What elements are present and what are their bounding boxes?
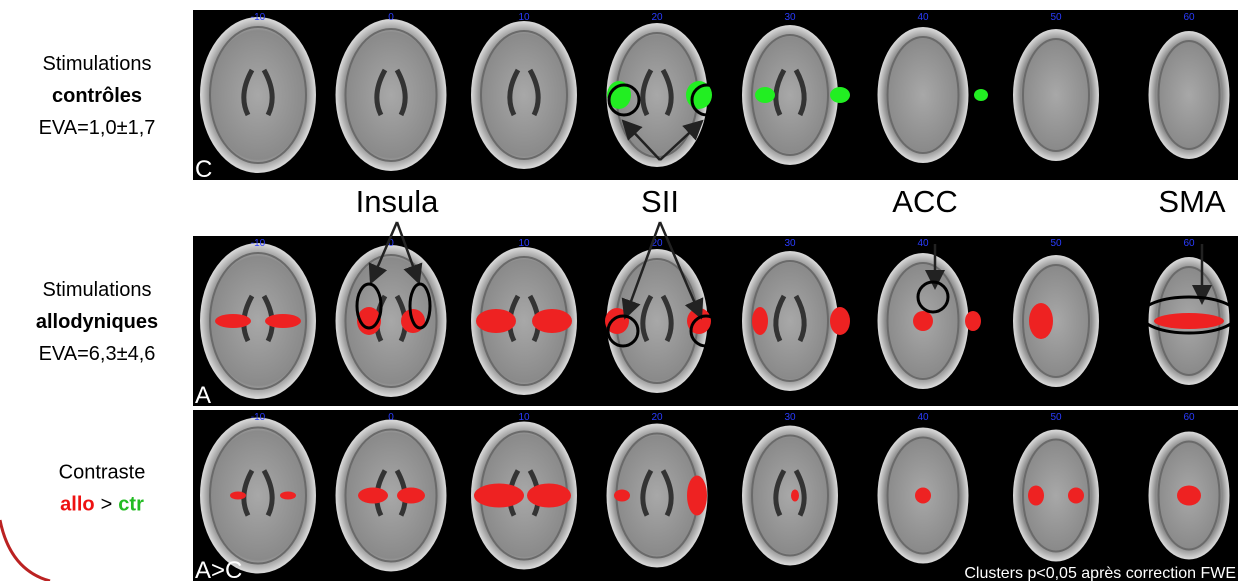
slice-label: -10 <box>251 12 266 23</box>
activation <box>1068 488 1084 504</box>
brain-slice <box>742 426 838 566</box>
slice-label: 0 <box>388 412 394 423</box>
brain-slice <box>336 420 447 572</box>
activation <box>1177 486 1201 506</box>
region-label: Insula <box>356 184 439 219</box>
activation <box>280 492 296 500</box>
row-label: Stimulations <box>43 279 152 301</box>
page: -10 0 10 20 30 40 50 60 C Stimulations contrôles EV… <box>0 0 1238 581</box>
slice-label: 50 <box>1050 12 1062 23</box>
activation <box>974 89 988 101</box>
slice-label: 20 <box>651 412 663 423</box>
activation <box>215 314 251 328</box>
activation <box>830 307 850 335</box>
brain-slice <box>336 19 447 171</box>
activation <box>913 311 933 331</box>
brain-slice <box>1013 430 1099 562</box>
brain-slice <box>200 418 316 574</box>
slice-label: 10 <box>518 12 530 23</box>
activation <box>915 488 931 504</box>
activation <box>474 484 524 508</box>
slice-label: 30 <box>784 412 796 423</box>
activation <box>527 484 571 508</box>
brain-slice <box>878 27 969 163</box>
region-label: SMA <box>1158 184 1226 219</box>
row-label: Contraste <box>59 462 146 484</box>
activation <box>397 488 425 504</box>
brain-slice <box>1013 29 1099 161</box>
activation <box>1028 486 1044 506</box>
panel-letter: C <box>195 156 212 183</box>
activation <box>791 490 799 502</box>
slice-label: -10 <box>251 412 266 423</box>
slice-label: 60 <box>1183 12 1195 23</box>
slice-label: 60 <box>1183 412 1195 423</box>
activation <box>687 476 707 516</box>
slice-label: 10 <box>518 238 530 249</box>
brain-slice <box>1149 31 1230 159</box>
brain-slice <box>336 245 447 397</box>
region-label: ACC <box>892 184 957 219</box>
footnote: Clusters p<0,05 après correction FWE <box>964 565 1236 581</box>
slice-label: -10 <box>251 238 266 249</box>
row-label: EVA=1,0±1,7 <box>39 117 156 139</box>
row-label: allodyniques <box>36 311 158 333</box>
slice-label: 40 <box>917 238 929 249</box>
brain-slice <box>1013 255 1099 387</box>
activation <box>614 490 630 502</box>
slice-label: 20 <box>651 12 663 23</box>
activation <box>752 307 768 335</box>
row-label: EVA=6,3±4,6 <box>39 343 156 365</box>
activation <box>830 87 850 103</box>
activation <box>965 311 981 331</box>
row-label: allo >ctr <box>60 494 144 516</box>
activation <box>230 492 246 500</box>
row-label-part: ctr <box>118 494 144 516</box>
decor-arc <box>0 520 50 581</box>
activation <box>476 309 516 333</box>
slice-label: 40 <box>917 12 929 23</box>
panel-letter: A <box>195 382 211 409</box>
brain-slice <box>471 21 577 169</box>
slice-label: 10 <box>518 412 530 423</box>
panel-row: -10 0 10 20 30 40 50 60 A>C Contraste allo >ctr <box>59 410 1238 581</box>
slice-label: 50 <box>1050 238 1062 249</box>
row-label: contrôles <box>52 85 142 107</box>
figure: -10 0 10 20 30 40 50 60 C Stimulations contrôles EV… <box>0 0 1238 581</box>
slice-label: 30 <box>784 12 796 23</box>
activation <box>358 488 388 504</box>
activation <box>1154 313 1224 329</box>
region-label: SII <box>641 184 679 219</box>
row-label-part: > <box>101 494 113 516</box>
activation <box>532 309 572 333</box>
slice-label: 0 <box>388 12 394 23</box>
slice-label: 50 <box>1050 412 1062 423</box>
slice-label: 40 <box>917 412 929 423</box>
row-label-part: allo <box>60 494 94 516</box>
panel-letter: A>C <box>195 557 242 581</box>
slice-label: 60 <box>1183 238 1195 249</box>
activation <box>755 87 775 103</box>
activation <box>1029 303 1053 339</box>
slice-label: 30 <box>784 238 796 249</box>
activation <box>265 314 301 328</box>
brain-slice <box>200 17 316 173</box>
row-label: Stimulations <box>43 53 152 75</box>
